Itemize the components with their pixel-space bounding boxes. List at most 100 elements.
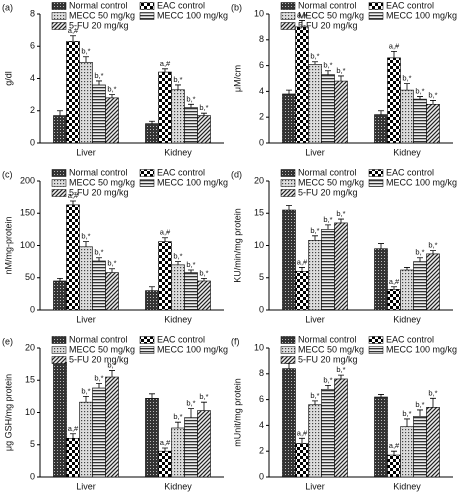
legend-label: 5-FU 20 mg/kg xyxy=(69,187,129,197)
significance-label: a,# xyxy=(160,59,171,68)
error-bar xyxy=(83,241,89,247)
error-bar xyxy=(201,401,207,411)
significance-label: b,* xyxy=(402,74,411,83)
error-bar xyxy=(188,103,194,108)
legend-swatch xyxy=(51,2,67,10)
legend-swatch xyxy=(51,346,67,354)
error-bar xyxy=(201,112,207,116)
legend-swatch xyxy=(139,346,155,354)
significance-label: b,* xyxy=(336,66,345,75)
significance-label: b,* xyxy=(336,365,345,374)
y-tick-label: 6 xyxy=(259,60,264,70)
legend-label: EAC control xyxy=(386,167,434,177)
significance-label: b,* xyxy=(199,392,208,401)
error-bar xyxy=(417,409,423,417)
legend-swatch xyxy=(368,2,384,10)
bar xyxy=(53,115,67,144)
error-bar xyxy=(149,286,155,291)
error-bar xyxy=(162,68,168,73)
bar xyxy=(171,264,185,311)
error-bar xyxy=(286,363,292,369)
legend-label: MECC 50 mg/kg xyxy=(69,177,135,187)
significance-label: b,* xyxy=(428,90,437,99)
x-tick-label: Kidney xyxy=(164,314,192,324)
bar xyxy=(79,401,93,478)
bar xyxy=(321,229,335,311)
significance-label: b,* xyxy=(94,71,103,80)
significance-label: b,* xyxy=(107,361,116,370)
y-tick-label: 20 xyxy=(25,342,35,352)
legend-swatch xyxy=(280,356,296,364)
error-bar xyxy=(338,75,344,82)
bar xyxy=(426,407,440,478)
y-tick-label: 0 xyxy=(259,304,264,314)
bar xyxy=(92,387,106,478)
legend-label: MECC 50 mg/kg xyxy=(69,344,135,354)
bar xyxy=(374,248,388,311)
bar xyxy=(374,396,388,478)
y-tick-label: 0 xyxy=(30,304,35,314)
significance-label: b,* xyxy=(402,409,411,418)
legend-swatch xyxy=(51,12,67,20)
error-bar xyxy=(338,218,344,223)
y-tick-label: 6 xyxy=(30,41,35,51)
x-tick-label: Kidney xyxy=(164,481,192,491)
y-tick-label: 0 xyxy=(30,137,35,147)
y-tick-label: 4 xyxy=(30,73,35,83)
significance-label: b,* xyxy=(94,248,103,257)
significance-label: b,* xyxy=(415,400,424,409)
legend-label: MECC 100 mg/kg xyxy=(386,177,457,187)
legend-label: Normal control xyxy=(69,167,128,177)
y-tick-label: 20 xyxy=(254,175,264,185)
bar xyxy=(158,450,172,478)
bar xyxy=(400,426,414,478)
error-bar xyxy=(378,110,384,115)
error-bar xyxy=(109,370,115,378)
error-bar xyxy=(299,437,305,444)
legend-swatch xyxy=(368,346,384,354)
error-bar xyxy=(404,267,410,271)
legend-label: EAC control xyxy=(386,0,434,10)
significance-label: b,* xyxy=(81,386,90,395)
error-bar xyxy=(175,261,181,265)
legend-swatch xyxy=(368,179,384,187)
error-bar xyxy=(149,120,155,124)
bar xyxy=(171,427,185,478)
error-bar xyxy=(299,267,305,272)
legend-swatch xyxy=(139,169,155,177)
bar xyxy=(79,246,93,311)
y-tick-label: 10 xyxy=(254,342,264,352)
bar xyxy=(321,388,335,478)
x-tick-label: Liver xyxy=(305,147,325,157)
panel-label: (b) xyxy=(231,2,242,12)
significance-label: b,* xyxy=(323,61,332,70)
bar xyxy=(92,260,106,311)
legend-swatch xyxy=(368,336,384,344)
significance-label: a,# xyxy=(68,424,79,433)
legend-label: MECC 100 mg/kg xyxy=(386,10,457,20)
y-tick-label: 6 xyxy=(259,394,264,404)
bar xyxy=(105,376,119,478)
bar xyxy=(413,261,427,311)
bar xyxy=(158,71,172,144)
significance-label: a,# xyxy=(297,257,308,266)
error-bar xyxy=(325,385,331,390)
x-tick-label: Liver xyxy=(76,481,96,491)
significance-label: a,# xyxy=(68,26,79,35)
significance-label: b,* xyxy=(310,226,319,235)
legend-label: MECC 50 mg/kg xyxy=(298,10,364,20)
error-bar xyxy=(188,408,194,418)
error-bar xyxy=(175,84,181,90)
significance-label: b,* xyxy=(173,75,182,84)
significance-label: b,* xyxy=(173,252,182,261)
x-tick-label: Kidney xyxy=(393,147,421,157)
significance-label: b,* xyxy=(107,259,116,268)
bar xyxy=(184,272,198,311)
y-tick-label: 10 xyxy=(254,240,264,250)
bar xyxy=(295,443,309,478)
legend-swatch xyxy=(51,169,67,177)
x-tick-label: Liver xyxy=(305,314,325,324)
legend-label: MECC 50 mg/kg xyxy=(298,344,364,354)
bar xyxy=(426,253,440,311)
bar xyxy=(308,64,322,144)
